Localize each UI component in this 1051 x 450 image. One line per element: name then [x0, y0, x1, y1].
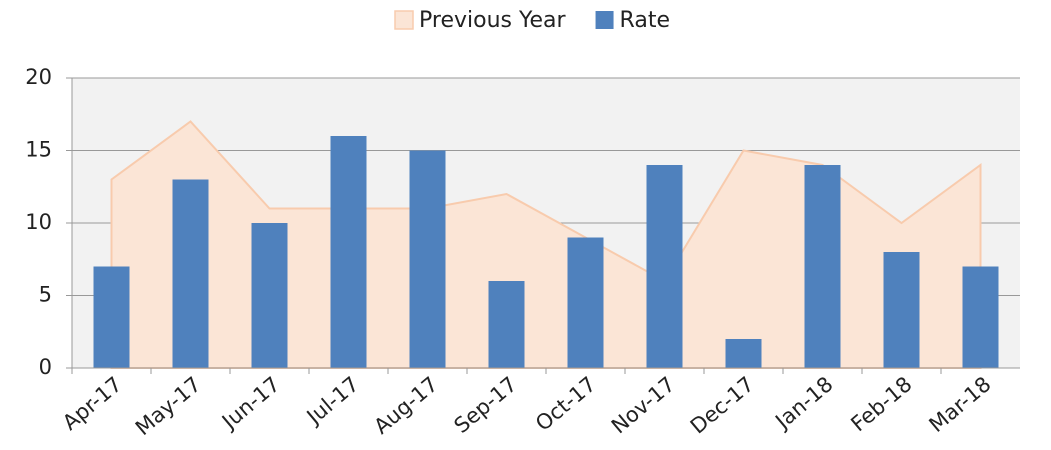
bar: [488, 281, 525, 368]
legend-swatch: [595, 11, 614, 29]
x-tick-label: Oct-17: [531, 372, 601, 436]
x-tick-label: Apr-17: [58, 372, 127, 435]
y-tick-label: 20: [25, 65, 52, 89]
x-tick-label: Jun-17: [216, 372, 284, 435]
bar: [646, 165, 683, 368]
bar: [330, 136, 367, 368]
x-tick-label: Mar-18: [925, 372, 996, 437]
y-tick-label: 10: [25, 210, 52, 234]
y-tick-label: 15: [25, 138, 52, 162]
bar: [93, 266, 130, 368]
y-tick-label: 5: [39, 283, 52, 307]
x-tick-label: May-17: [131, 372, 206, 440]
bar: [172, 179, 209, 368]
x-tick-label: Dec-17: [686, 372, 759, 439]
x-tick-label: Sep-17: [450, 372, 522, 438]
bar: [962, 266, 999, 368]
bar: [804, 165, 841, 368]
x-tick-label: Jan-18: [770, 372, 838, 435]
legend-label: Previous Year: [419, 8, 567, 33]
y-tick-label: 0: [39, 355, 52, 379]
bar: [725, 339, 762, 368]
x-tick-label: Nov-17: [607, 372, 680, 438]
bar: [883, 252, 920, 368]
legend-label: Rate: [620, 8, 670, 33]
legend-swatch: [394, 10, 414, 30]
x-tick-label: Aug-17: [369, 372, 442, 439]
x-tick-label: Feb-18: [846, 372, 916, 436]
bar: [567, 237, 604, 368]
bar: [409, 150, 446, 368]
bar: [251, 223, 288, 368]
x-tick-label: Jul-17: [301, 372, 364, 430]
legend: Previous Year Rate: [394, 8, 670, 33]
